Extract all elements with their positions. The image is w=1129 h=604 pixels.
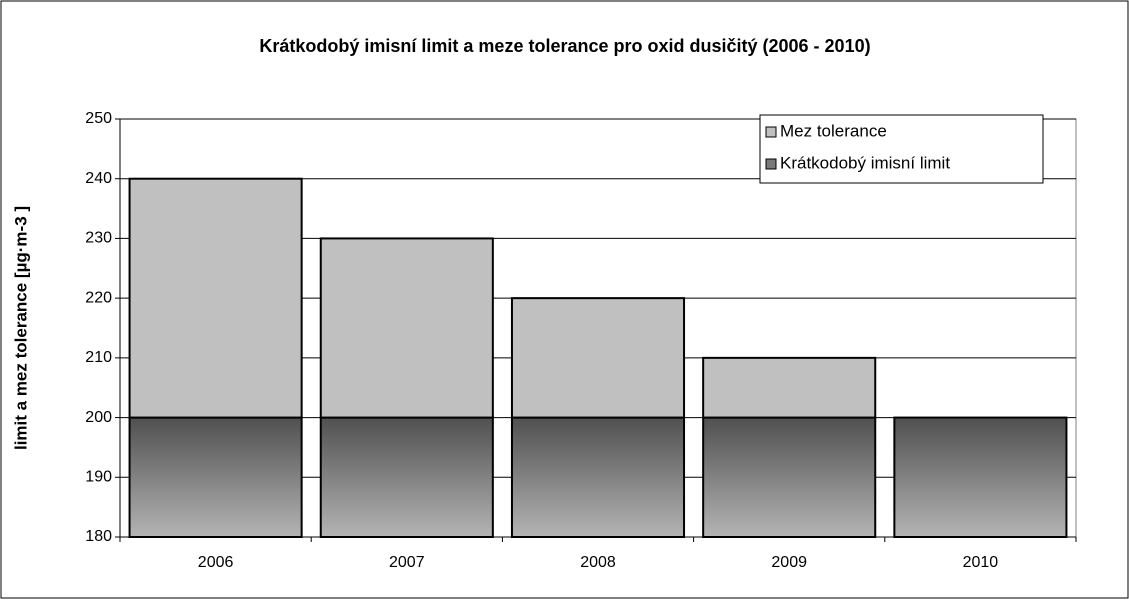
bar-segment: [510, 297, 686, 419]
x-tick-label: 2007: [389, 554, 425, 571]
y-axis-label: limit a mez tolerance [µg·m-3 ]: [11, 206, 30, 450]
x-tick-label: 2010: [963, 554, 999, 571]
legend-label: Mez tolerance: [780, 121, 887, 140]
legend-swatch: [765, 158, 777, 170]
x-tick-label: 2008: [580, 554, 616, 571]
legend-label: Krátkodobý imisní limit: [780, 153, 950, 172]
y-tick-label: 200: [85, 409, 112, 426]
legend-swatch: [765, 126, 777, 138]
y-tick-label: 210: [85, 349, 112, 366]
x-tick-label: 2009: [771, 554, 807, 571]
bar-segment: [702, 416, 877, 539]
bar-segment: [128, 416, 303, 539]
bar-segment: [319, 416, 494, 539]
y-tick-label: 230: [85, 230, 112, 247]
y-tick-label: 220: [85, 289, 112, 306]
y-tick-label: 240: [85, 170, 112, 187]
bar-segment: [128, 177, 303, 419]
bar-segment: [702, 356, 877, 419]
y-tick-label: 250: [85, 110, 112, 127]
legend-box: [759, 114, 1044, 184]
bar-segment: [319, 237, 494, 419]
chart-title: Krátkodobý imisní limit a meze tolerance…: [259, 36, 870, 56]
bar-segment: [510, 416, 686, 539]
bar-segment: [893, 416, 1068, 539]
y-tick-label: 180: [85, 528, 112, 545]
x-tick-label: 2006: [198, 554, 234, 571]
y-tick-label: 190: [85, 469, 112, 486]
